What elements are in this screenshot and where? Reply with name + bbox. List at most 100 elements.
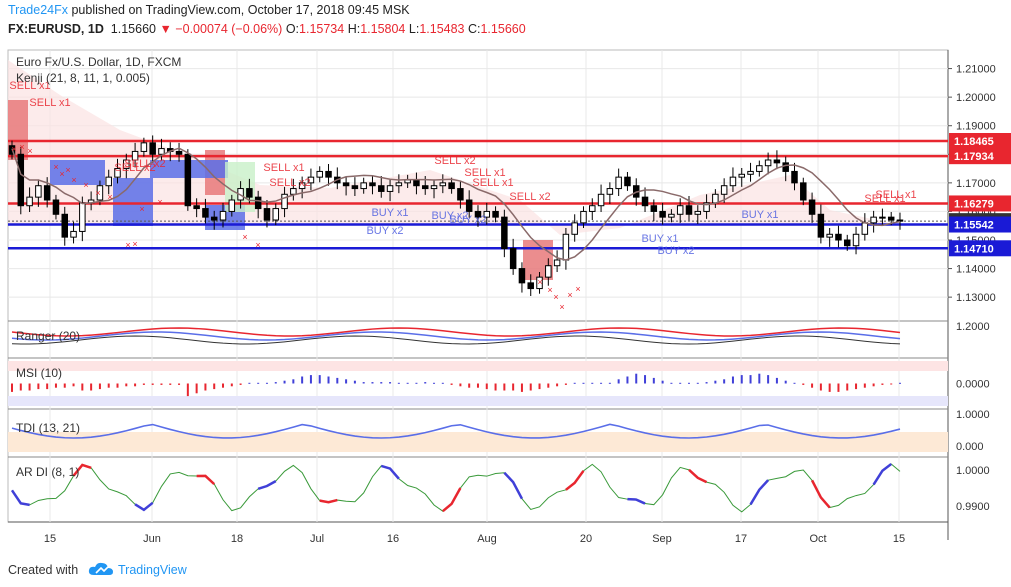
msi-bar	[265, 382, 268, 384]
y-tick-label: 1.14000	[956, 264, 996, 276]
candle-body	[527, 282, 534, 290]
candle-body	[492, 210, 499, 218]
ardi-highlight	[72, 463, 92, 477]
msi-bar	[98, 383, 101, 390]
signal-label: SELL x2	[124, 158, 165, 170]
candle-body	[887, 216, 895, 221]
high-value: 1.15804	[360, 22, 406, 36]
low-value: 1.15483	[419, 22, 465, 36]
candle-body	[17, 153, 25, 207]
candle-body	[193, 205, 200, 210]
candle-body	[756, 165, 763, 172]
x-tick-label: Oct	[809, 533, 826, 545]
msi-bar	[538, 383, 541, 390]
msi-bar	[301, 376, 304, 384]
signal-dot: ×	[59, 169, 64, 179]
ranger-y-label: 1.2000	[956, 321, 990, 333]
candle-body	[606, 188, 614, 195]
msi-bar	[617, 379, 620, 384]
msi-bar	[564, 383, 567, 385]
msi-bar	[767, 375, 770, 384]
level-label: 1.14710	[954, 243, 994, 255]
open-value: 1.15734	[299, 22, 345, 36]
candle-body	[386, 185, 394, 192]
msi-bar	[644, 375, 647, 384]
msi-bar	[230, 383, 233, 387]
msi-bar	[837, 383, 840, 392]
msi-bar	[186, 383, 189, 397]
msi-bar	[195, 383, 198, 394]
candle-body	[808, 199, 816, 215]
msi-bar	[424, 382, 427, 384]
candle-body	[254, 196, 262, 210]
ardi-highlight	[627, 497, 646, 505]
msi-bar	[204, 383, 207, 391]
signal-dot: ×	[65, 165, 70, 175]
tradingview-brand[interactable]: TradingView	[118, 563, 187, 577]
ardi-highlight	[688, 468, 708, 484]
candle-body	[307, 176, 315, 184]
msi-bar	[846, 383, 849, 391]
candle-body	[668, 213, 675, 218]
candle-body	[351, 185, 359, 190]
msi-bar	[714, 380, 717, 384]
level-label: 1.15542	[954, 220, 994, 232]
msi-bar	[740, 375, 743, 384]
chart-canvas[interactable]: 15 Jun 18 Jul 16 Aug 20 Sep 17 Oct 15 1.21000 1.2000…	[0, 40, 1011, 557]
msi-bar	[600, 382, 603, 384]
candle-body	[228, 199, 236, 212]
msi-y-label: 0.0000	[956, 379, 990, 391]
msi-bar	[661, 380, 664, 384]
msi-bar	[652, 377, 655, 384]
ranger-title: Ranger (20)	[16, 329, 80, 343]
candle-body	[509, 248, 517, 270]
msi-bar	[274, 382, 277, 384]
msi-bar	[371, 382, 374, 384]
msi-bar	[362, 382, 365, 384]
signal-dot: ×	[132, 239, 137, 249]
candle-body	[439, 182, 447, 187]
candle-body	[263, 208, 271, 221]
signal-label: SELL x1	[263, 162, 304, 174]
tradingview-cloud-icon[interactable]	[88, 561, 114, 580]
candle-body	[246, 188, 253, 198]
candle-body	[738, 173, 745, 178]
signal-dot: ×	[553, 292, 558, 302]
ardi-highlight	[319, 498, 338, 504]
msi-bar	[327, 376, 330, 384]
msi-bar	[749, 375, 752, 384]
msi-bar	[582, 382, 585, 384]
tdi-line	[11, 423, 901, 439]
msi-bar	[679, 382, 682, 384]
msi-bar	[389, 382, 392, 384]
x-tick-label: Jul	[310, 533, 324, 545]
msi-bar	[855, 383, 858, 390]
signal-label: SELL x2	[269, 177, 310, 189]
candle-body	[712, 193, 719, 204]
msi-lower-band	[8, 396, 948, 406]
ardi-highlight	[749, 479, 770, 506]
signal-label: BUY x2	[366, 225, 403, 237]
msi-bar	[292, 379, 295, 384]
chart-title: Euro Fx/U.S. Dollar, 1D, FXCM	[16, 55, 181, 69]
level-tag	[949, 133, 1011, 149]
candle-body	[580, 210, 587, 224]
signal-dot: ×	[575, 284, 580, 294]
msi-bar	[380, 382, 383, 384]
msi-bar	[222, 383, 225, 388]
signal-label: SELL x1	[9, 80, 50, 92]
candle-body	[694, 210, 702, 215]
level-label: 1.16279	[954, 198, 994, 210]
msi-bar	[811, 383, 814, 388]
msi-bar	[283, 380, 286, 384]
candle-body	[430, 185, 438, 190]
msi-bar	[670, 382, 673, 384]
msi-bar	[107, 383, 110, 388]
candle-body	[474, 210, 482, 218]
signal-label: SELL x1	[875, 189, 916, 201]
indicator-label: Kenji (21, 8, 11, 1, 0.005)	[16, 71, 150, 85]
signal-label: SELL x2	[509, 191, 550, 203]
msi-bar	[11, 383, 13, 392]
signal-label: BUY x2	[449, 214, 486, 226]
publisher-name[interactable]: Trade24Fx	[8, 3, 68, 17]
